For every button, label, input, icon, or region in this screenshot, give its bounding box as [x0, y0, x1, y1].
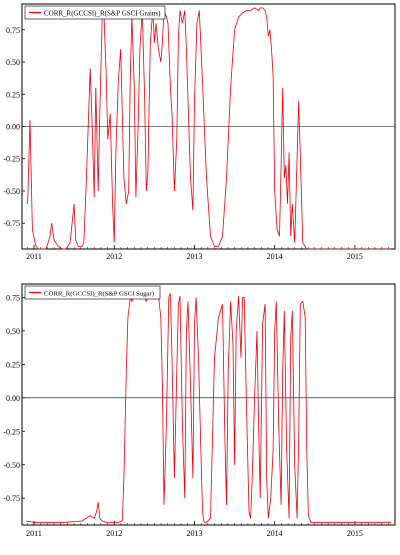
- x-tick-label: 2012: [106, 529, 122, 538]
- y-tick-label: 0.25: [6, 360, 20, 369]
- x-tick-label: 2013: [186, 529, 202, 538]
- x-tick-label: 2015: [347, 529, 363, 538]
- x-tick-label: 2011: [26, 529, 42, 538]
- y-tick-label: -0.50: [3, 461, 20, 470]
- legend-box: [24, 5, 166, 20]
- x-tick-label: 2013: [186, 252, 202, 261]
- x-tick-label: 2015: [347, 252, 363, 261]
- x-tick-label: 2014: [267, 252, 283, 261]
- legend-box: [24, 285, 161, 300]
- chart-grains: 0.75 0.50 0.25 0.00 -0.25 -0.50 -0.75 2011 2012 2…: [3, 3, 396, 261]
- chart-panel-grains: 0.75 0.50 0.25 0.00 -0.25 -0.50 -0.75 2011 2012 2…: [0, 0, 400, 272]
- y-tick-label: -0.50: [3, 187, 20, 196]
- legend: CORR_R(GCCSI)_R(S&P GSCI Sugar): [24, 285, 161, 300]
- chart-sugar: 0.75 0.50 0.25 0.00 -0.25 -0.50 -0.75 2011 2012 2…: [3, 283, 396, 538]
- y-tick-label: 0.75: [6, 293, 20, 302]
- x-tick-label: 2011: [26, 252, 42, 261]
- plot-frame: [21, 283, 396, 526]
- y-tick-label: 0.75: [6, 26, 20, 35]
- y-tick-label: -0.25: [3, 427, 20, 436]
- series-line-0: [25, 292, 391, 523]
- series-line-0: [27, 7, 391, 250]
- y-tick-label: 0.50: [6, 58, 20, 67]
- x-tick-label: 2012: [106, 252, 122, 261]
- y-tick-label: 0.25: [6, 90, 20, 99]
- x-tick-label: 2014: [267, 529, 283, 538]
- y-tick-label: 0.00: [6, 123, 20, 132]
- y-tick-label: 0.50: [6, 327, 20, 336]
- chart-panel-sugar: 0.75 0.50 0.25 0.00 -0.25 -0.50 -0.75 2011 2012 2…: [0, 280, 400, 550]
- legend: CORR_R(GCCSI)_R(S&P GSCI Grains): [24, 5, 166, 20]
- y-tick-label: -0.25: [3, 155, 20, 164]
- legend-label: CORR_R(GCCSI)_R(S&P GSCI Sugar): [44, 291, 154, 298]
- y-tick-label: -0.75: [3, 219, 20, 228]
- y-tick-label: 0.00: [6, 394, 20, 403]
- y-tick-label: -0.75: [3, 494, 20, 503]
- legend-label: CORR_R(GCCSI)_R(S&P GSCI Grains): [44, 10, 161, 18]
